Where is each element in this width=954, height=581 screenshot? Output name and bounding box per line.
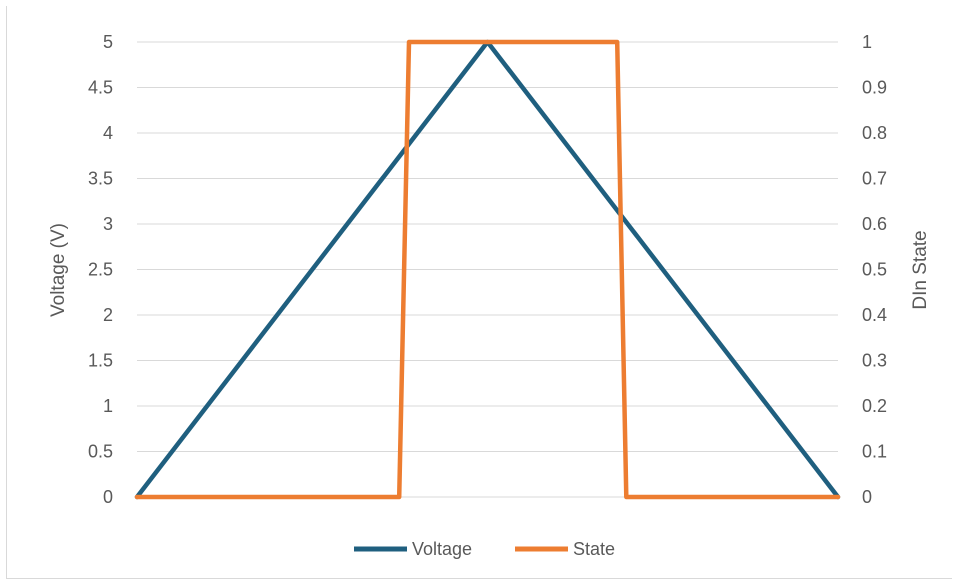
- right-tick-label: 0.9: [862, 78, 887, 98]
- left-tick-label: 2.5: [88, 260, 113, 280]
- left-axis-title: Voltage (V): [48, 223, 69, 317]
- left-axis-ticks: 0 0.5 1 1.5 2 2.5 3 3.5 4 4.5 5: [88, 32, 113, 507]
- left-tick-label: 0: [103, 487, 113, 507]
- left-tick-label: 2: [103, 305, 113, 325]
- left-tick-label: 3.5: [88, 169, 113, 189]
- right-tick-label: 0.1: [862, 442, 887, 462]
- chart-frame: [6, 6, 952, 579]
- right-axis-title: DIn State: [910, 230, 931, 309]
- right-tick-label: 0: [862, 487, 872, 507]
- left-tick-label: 0.5: [88, 442, 113, 462]
- right-tick-label: 1: [862, 32, 872, 52]
- legend: Voltage State: [354, 539, 615, 559]
- right-tick-label: 0.2: [862, 396, 887, 416]
- right-tick-label: 0.7: [862, 169, 887, 189]
- right-tick-label: 0.5: [862, 260, 887, 280]
- left-tick-label: 3: [103, 214, 113, 234]
- series-lines: [134, 39, 841, 500]
- left-tick-label: 1: [103, 396, 113, 416]
- right-tick-label: 0.6: [862, 214, 887, 234]
- legend-label-state: State: [573, 539, 615, 559]
- right-tick-label: 0.8: [862, 123, 887, 143]
- right-axis-ticks: 0 0.1 0.2 0.3 0.4 0.5 0.6 0.7 0.8 0.9 1: [862, 32, 887, 507]
- left-tick-label: 4: [103, 123, 113, 143]
- left-tick-label: 1.5: [88, 351, 113, 371]
- left-tick-label: 5: [103, 32, 113, 52]
- left-tick-label: 4.5: [88, 78, 113, 98]
- series-line-state: [134, 39, 841, 500]
- legend-label-voltage: Voltage: [412, 539, 472, 559]
- right-tick-label: 0.3: [862, 351, 887, 371]
- gridlines: [137, 41, 838, 498]
- right-tick-label: 0.4: [862, 305, 887, 325]
